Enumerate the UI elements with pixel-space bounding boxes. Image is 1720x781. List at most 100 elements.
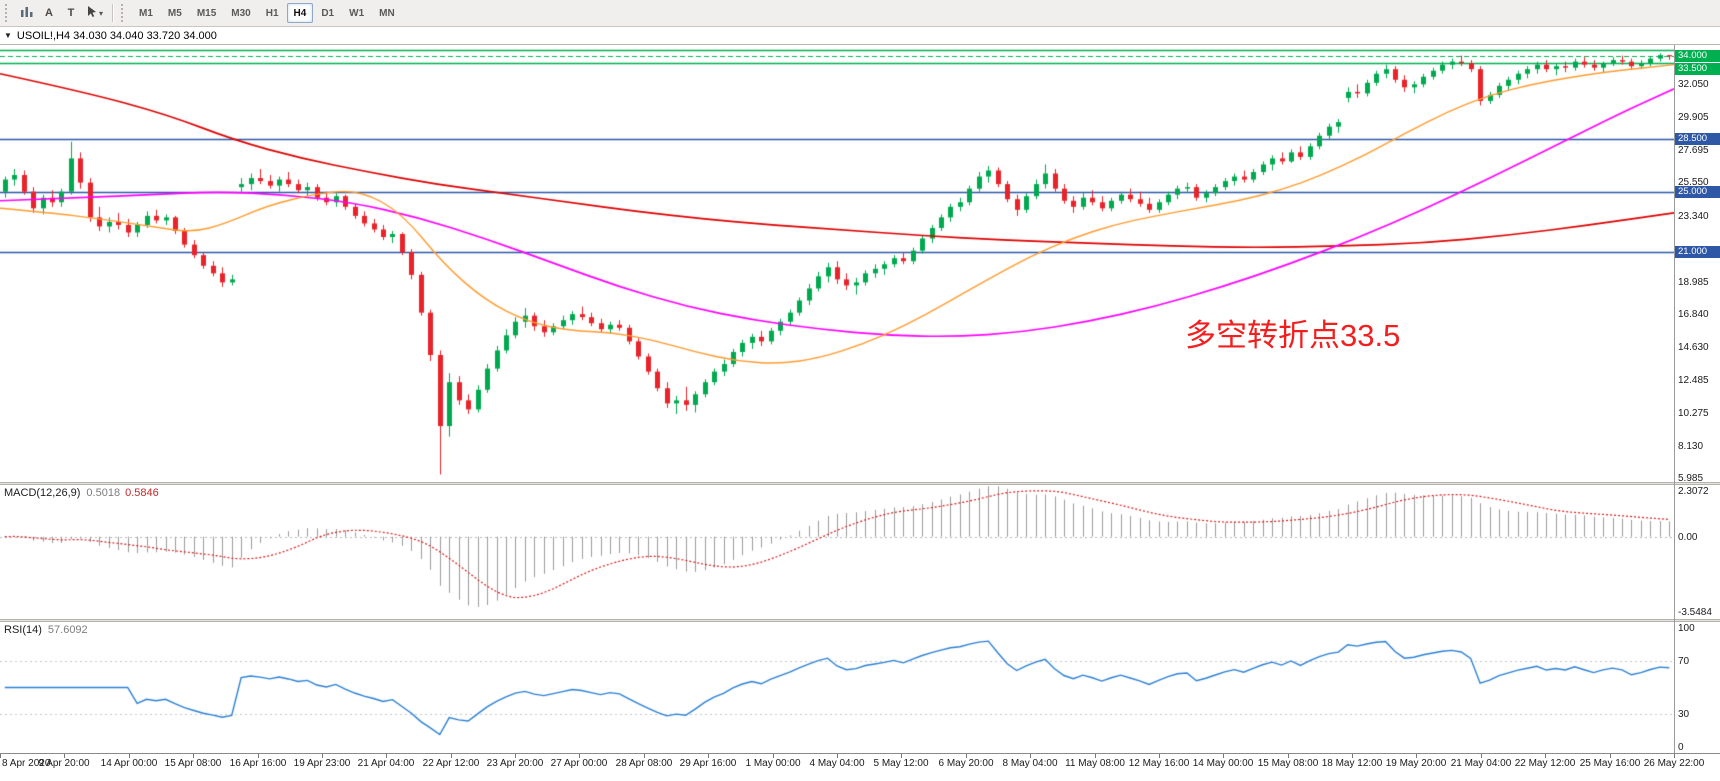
cursor-tool-button[interactable]: ▾ [82,3,106,24]
macd-pane: MACD(12,26,9) 0.5018 0.5846 2.3072 0.00 -3.5… [0,485,1720,619]
time-axis-label: 19 Apr 23:00 [293,758,351,769]
time-axis-tick [1610,754,1611,758]
time-axis-label: 19 May 20:00 [1385,758,1447,769]
symbol-ohlc-info: USOIL!,H4 34.030 34.040 33.720 34.000 [16,29,217,42]
time-axis-tick [1352,754,1353,758]
time-axis-tick [966,754,967,758]
price-level-badge: 25.000 [1675,185,1720,198]
price-chart-canvas[interactable] [0,45,1674,482]
price-scale-label: 16.840 [1678,309,1709,321]
pane-separator[interactable] [0,482,1720,485]
price-scale-label: 29.905 [1678,111,1709,123]
rsi-scale-label: 100 [1678,623,1695,634]
timeframe-toolbar-grip[interactable] [121,4,127,22]
symbol-info-bar: ▼ USOIL!,H4 34.030 34.040 33.720 34.000 [0,27,1720,45]
time-axis-label: 18 May 12:00 [1321,758,1383,769]
time-axis-label: 6 May 20:00 [938,758,994,769]
timeframe-group: M1 M5 M15 M30 H1 H4 D1 W1 MN [132,3,402,23]
time-axis-tick [708,754,709,758]
chart-bars-icon-button[interactable] [16,3,38,24]
time-axis-label: 26 May 22:00 [1643,758,1705,769]
time-axis-label: 8 Apr 2020 [2,758,51,769]
rsi-scale-label: 30 [1678,708,1690,720]
time-axis-tick [1223,754,1224,758]
rsi-label: RSI(14) 57.6092 [4,624,88,636]
toolbar: A T ▾ M1 M5 M15 M30 H1 H4 D1 W1 MN [0,0,1720,27]
macd-canvas[interactable] [0,485,1674,619]
timeframe-button-D1[interactable]: D1 [314,3,341,23]
timeframe-button-M1[interactable]: M1 [132,3,160,23]
timeframe-button-W1[interactable]: W1 [342,3,371,23]
macd-scale-label: 0.00 [1678,531,1698,543]
time-axis-label: 8 May 04:00 [1002,758,1058,769]
time-axis-tick [1674,754,1675,758]
time-axis-tick [0,754,1,758]
macd-scale-label: 2.3072 [1678,486,1709,497]
timeframe-button-M30[interactable]: M30 [224,3,257,23]
time-axis-tick [258,754,259,758]
price-scale-label: 5.985 [1678,473,1704,485]
price-level-badge: 34.000 [1675,49,1720,62]
annotation-text: 多空转折点33.5 [1185,318,1401,353]
time-axis-label: 25 May 16:00 [1579,758,1641,769]
macd-label: MACD(12,26,9) 0.5018 0.5846 [4,487,159,499]
time-axis-tick [322,754,323,758]
time-axis-tick [386,754,387,758]
price-scale-label: 32.050 [1678,79,1709,91]
time-axis-tick [1030,754,1031,758]
price-scale-label: 12.485 [1678,374,1709,386]
time-axis-label: 11 May 08:00 [1065,758,1125,769]
rsi-scale-label: 0 [1678,742,1684,753]
time-axis-label: 29 Apr 16:00 [679,758,737,769]
time-axis-tick [773,754,774,758]
time-axis-tick [901,754,902,758]
timeframe-button-H1[interactable]: H1 [259,3,286,23]
time-axis-label: 21 Apr 04:00 [357,758,415,769]
textbox-tool-button[interactable]: T [60,3,82,24]
time-axis-label: 28 Apr 08:00 [615,758,673,769]
price-scale-border[interactable] [1674,45,1675,753]
time-axis-tick [1095,754,1096,758]
time-axis-label: 9 Apr 20:00 [38,758,90,769]
time-axis-label: 5 May 12:00 [873,758,929,769]
time-axis-tick [193,754,194,758]
time-axis-tick [515,754,516,758]
price-level-badge: 21.000 [1675,246,1720,259]
time-axis-label: 21 May 04:00 [1450,758,1512,769]
price-scale-label: 18.985 [1678,276,1709,288]
time-axis-tick [451,754,452,758]
time-axis-label: 12 May 16:00 [1128,758,1190,769]
time-axis-tick [644,754,645,758]
chart-window: ▼ USOIL!,H4 34.030 34.040 33.720 34.000 … [0,27,1720,781]
timeframe-button-MN[interactable]: MN [372,3,402,23]
time-axis-label: 23 Apr 20:00 [486,758,544,769]
time-axis-tick [1159,754,1160,758]
time-axis[interactable]: 8 Apr 2020 9 Apr 20:00 14 Apr 00:00 15 Apr … [0,753,1720,781]
time-axis-label: 14 Apr 00:00 [100,758,158,769]
text-tool-button[interactable]: A [38,3,60,24]
toolbar-separator [112,4,114,22]
symbol-dropdown-icon[interactable]: ▼ [4,31,12,40]
price-scale-label: 25.550 [1678,177,1709,189]
pane-separator[interactable] [0,619,1720,622]
time-axis-label: 15 May 08:00 [1257,758,1319,769]
price-scale-label: 23.340 [1678,210,1709,222]
time-axis-label: 27 Apr 00:00 [550,758,608,769]
price-scale-label: 27.695 [1678,144,1709,156]
timeframe-button-M5[interactable]: M5 [161,3,189,23]
rsi-canvas[interactable] [0,622,1674,753]
time-axis-tick [579,754,580,758]
price-scale-label: 10.275 [1678,408,1709,420]
time-axis-label: 22 Apr 12:00 [422,758,480,769]
macd-scale-label: -3.5484 [1678,606,1712,618]
timeframe-button-H4[interactable]: H4 [286,3,314,23]
price-level-badge: 33.500 [1675,62,1720,75]
toolbar-grip[interactable] [5,4,11,22]
price-pane: 多空转折点33.5 32.050 29.905 27.695 25.550 23.340… [0,45,1720,485]
time-axis-label: 15 Apr 08:00 [164,758,222,769]
time-axis-tick [1288,754,1289,758]
time-axis-tick [837,754,838,758]
timeframe-button-M15[interactable]: M15 [190,3,223,23]
price-scale-label: 14.630 [1678,342,1709,354]
rsi-pane: RSI(14) 57.6092 100 70 30 0 [0,622,1720,753]
